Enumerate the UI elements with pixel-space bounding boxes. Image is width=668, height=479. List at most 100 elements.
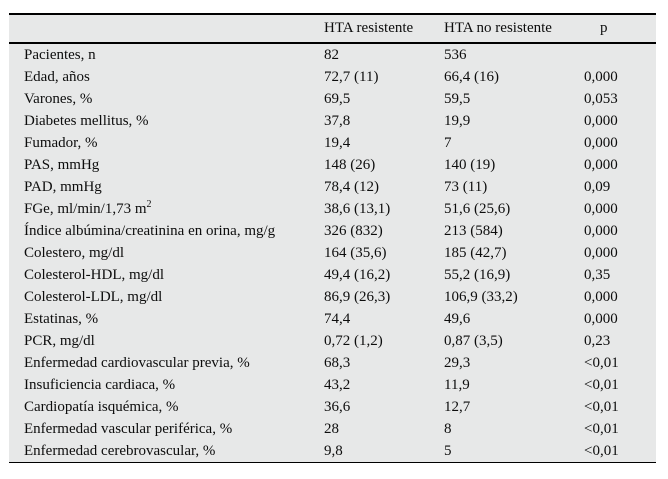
- table-row: Edad, años 72,7 (11) 66,4 (16) 0,000: [9, 66, 656, 88]
- row-label: Fumador, %: [24, 134, 98, 151]
- cell-hta-no-resistente: 55,2 (16,9): [444, 266, 511, 283]
- cell-p-value: 0,053: [584, 90, 618, 107]
- cell-hta-resistente: 74,4: [324, 310, 351, 327]
- table-row: Colesterol-HDL, mg/dl 49,4 (16,2) 55,2 (16…: [9, 264, 656, 286]
- table-row: Diabetes mellitus, % 37,8 19,9 0,000: [9, 110, 656, 132]
- cell-p-value: <0,01: [584, 398, 619, 415]
- cell-hta-resistente: 164 (35,6): [324, 244, 387, 261]
- cell-hta-resistente: 69,5: [324, 90, 351, 107]
- cell-p-value: 0,000: [584, 156, 618, 173]
- row-label: Edad, años: [24, 68, 90, 85]
- cell-hta-resistente: 86,9 (26,3): [324, 288, 391, 305]
- table-row: PAS, mmHg 148 (26) 140 (19) 0,000: [9, 154, 656, 176]
- table-row: PAD, mmHg 78,4 (12) 73 (11) 0,09: [9, 176, 656, 198]
- cell-hta-no-resistente: 59,5: [444, 90, 471, 107]
- cell-p-value: 0,23: [584, 332, 611, 349]
- cell-p-value: 0,000: [584, 288, 618, 305]
- cell-hta-resistente: 82: [324, 46, 339, 63]
- row-label: Diabetes mellitus, %: [24, 112, 149, 129]
- row-label: FGe, ml/min/1,73 m2: [24, 198, 152, 217]
- table-row: Fumador, % 19,4 7 0,000: [9, 132, 656, 154]
- cell-p-value: <0,01: [584, 420, 619, 437]
- header-row: HTA resistente HTA no resistente p: [9, 14, 656, 44]
- cell-hta-resistente: 28: [324, 420, 339, 437]
- table-row: Varones, % 69,5 59,5 0,053: [9, 88, 656, 110]
- cell-hta-no-resistente: 29,3: [444, 354, 471, 371]
- row-label: Colestero, mg/dl: [24, 244, 124, 261]
- cell-hta-resistente: 68,3: [324, 354, 351, 371]
- cell-hta-resistente: 36,6: [324, 398, 351, 415]
- cell-p-value: 0,000: [584, 68, 618, 85]
- table-row: Cardiopatía isquémica, % 36,6 12,7 <0,01: [9, 396, 656, 418]
- table-row: PCR, mg/dl 0,72 (1,2) 0,87 (3,5) 0,23: [9, 330, 656, 352]
- cell-p-value: 0,000: [584, 200, 618, 217]
- row-label: Enfermedad cerebrovascular, %: [24, 442, 216, 459]
- table-row: Enfermedad vascular periférica, % 28 8 <0,0…: [9, 418, 656, 440]
- cell-p-value: <0,01: [584, 376, 619, 393]
- row-label: Cardiopatía isquémica, %: [24, 398, 179, 415]
- cell-hta-no-resistente: 19,9: [444, 112, 471, 129]
- column-header-empty: [9, 14, 324, 44]
- table-row: Enfermedad cerebrovascular, % 9,8 5 <0,01: [9, 440, 656, 463]
- table-row: Insuficiencia cardiaca, % 43,2 11,9 <0,01: [9, 374, 656, 396]
- cell-p-value: <0,01: [584, 442, 619, 459]
- row-label: Estatinas, %: [24, 310, 99, 327]
- cell-hta-no-resistente: 140 (19): [444, 156, 496, 173]
- cell-p-value: 0,000: [584, 112, 618, 129]
- cell-hta-resistente: 38,6 (13,1): [324, 200, 391, 217]
- row-label: Colesterol-HDL, mg/dl: [24, 266, 164, 283]
- table-row: Enfermedad cardiovascular previa, % 68,3 2…: [9, 352, 656, 374]
- row-label: PAS, mmHg: [24, 156, 100, 173]
- table-row: Pacientes, n 82 536: [9, 43, 656, 66]
- cell-hta-resistente: 43,2: [324, 376, 351, 393]
- table-row: Estatinas, % 74,4 49,6 0,000: [9, 308, 656, 330]
- table-row: Colesterol-LDL, mg/dl 86,9 (26,3) 106,9 (3…: [9, 286, 656, 308]
- cell-hta-resistente: 326 (832): [324, 222, 383, 239]
- table-body: Pacientes, n 82 536 Edad, años 72,7 (11) 66,4…: [9, 43, 656, 463]
- cell-hta-resistente: 78,4 (12): [324, 178, 379, 195]
- row-label: Pacientes, n: [24, 46, 96, 63]
- cell-hta-resistente: 37,8: [324, 112, 351, 129]
- table-header: HTA resistente HTA no resistente p: [9, 14, 656, 44]
- cell-hta-no-resistente: 12,7: [444, 398, 471, 415]
- cell-p-value: 0,000: [584, 310, 618, 327]
- cell-hta-resistente: 49,4 (16,2): [324, 266, 391, 283]
- cell-hta-no-resistente: 0,87 (3,5): [444, 332, 503, 349]
- cell-p-value: [584, 43, 656, 66]
- label-superscript: 2: [146, 198, 152, 210]
- cell-p-value: 0,09: [584, 178, 611, 195]
- cell-hta-no-resistente: 536: [444, 46, 467, 63]
- row-label: Varones, %: [24, 90, 93, 107]
- cell-hta-resistente: 0,72 (1,2): [324, 332, 383, 349]
- column-header-hta-no-resistente: HTA no resistente: [444, 14, 584, 44]
- table-row: Colestero, mg/dl 164 (35,6) 185 (42,7) 0,00…: [9, 242, 656, 264]
- row-label: Enfermedad cardiovascular previa, %: [24, 354, 250, 371]
- column-header-p: p: [584, 14, 656, 44]
- table-row: FGe, ml/min/1,73 m2 38,6 (13,1) 51,6 (25,6…: [9, 198, 656, 220]
- cell-p-value: 0,000: [584, 222, 618, 239]
- row-label: PAD, mmHg: [24, 178, 102, 195]
- cell-hta-no-resistente: 11,9: [444, 376, 470, 393]
- column-header-hta-resistente: HTA resistente: [324, 14, 444, 44]
- row-label: Colesterol-LDL, mg/dl: [24, 288, 163, 305]
- cell-hta-no-resistente: 213 (584): [444, 222, 503, 239]
- table-row: Índice albúmina/creatinina en orina, mg/…: [9, 220, 656, 242]
- cell-hta-resistente: 9,8: [324, 442, 343, 459]
- cell-hta-no-resistente: 106,9 (33,2): [444, 288, 518, 305]
- cell-p-value: 0,000: [584, 244, 618, 261]
- row-label: Enfermedad vascular periférica, %: [24, 420, 233, 437]
- cell-p-value: <0,01: [584, 354, 619, 371]
- cell-hta-no-resistente: 49,6: [444, 310, 471, 327]
- comparison-table: HTA resistente HTA no resistente p Pacie…: [9, 13, 656, 463]
- cell-hta-no-resistente: 5: [444, 442, 452, 459]
- cell-hta-no-resistente: 73 (11): [444, 178, 488, 195]
- cell-hta-resistente: 72,7 (11): [324, 68, 379, 85]
- cell-p-value: 0,35: [584, 266, 611, 283]
- cell-hta-no-resistente: 7: [444, 134, 452, 151]
- row-label: Insuficiencia cardiaca, %: [24, 376, 176, 393]
- cell-hta-no-resistente: 8: [444, 420, 452, 437]
- cell-hta-no-resistente: 66,4 (16): [444, 68, 499, 85]
- cell-hta-no-resistente: 185 (42,7): [444, 244, 507, 261]
- row-label: Índice albúmina/creatinina en orina, mg/…: [24, 222, 276, 239]
